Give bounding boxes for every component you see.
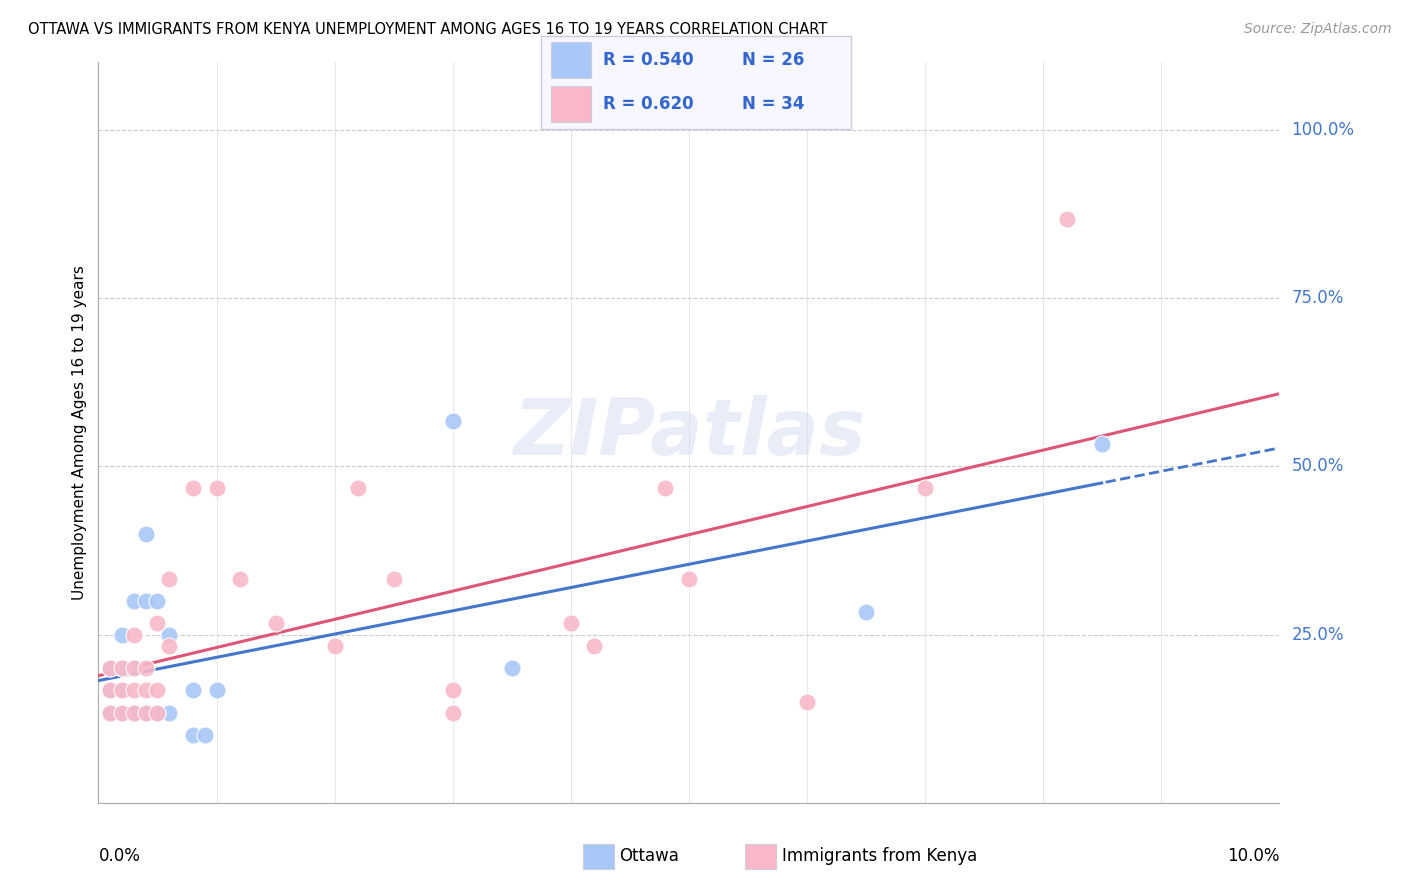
- Bar: [551, 87, 591, 122]
- Point: [122, 706, 145, 721]
- Point: [122, 706, 145, 721]
- Point: [914, 482, 936, 496]
- Point: [157, 627, 180, 641]
- Point: [135, 706, 157, 721]
- Point: [111, 661, 134, 675]
- Point: [560, 616, 582, 631]
- Point: [122, 594, 145, 608]
- Point: [98, 683, 121, 698]
- Point: [111, 706, 134, 721]
- Point: [122, 661, 145, 675]
- Point: [135, 661, 157, 675]
- Point: [146, 616, 169, 631]
- Point: [264, 616, 287, 631]
- Point: [146, 706, 169, 721]
- Point: [146, 706, 169, 721]
- Point: [98, 661, 121, 675]
- Text: 50.0%: 50.0%: [1291, 458, 1344, 475]
- Point: [229, 572, 252, 586]
- Point: [205, 683, 228, 698]
- Point: [122, 706, 145, 721]
- Point: [157, 572, 180, 586]
- Point: [194, 729, 217, 743]
- Point: [98, 706, 121, 721]
- Point: [181, 683, 204, 698]
- Text: R = 0.540: R = 0.540: [603, 51, 693, 69]
- Point: [157, 706, 180, 721]
- Text: 0.0%: 0.0%: [98, 847, 141, 865]
- Point: [135, 683, 157, 698]
- Point: [146, 683, 169, 698]
- Point: [181, 482, 204, 496]
- Text: 25.0%: 25.0%: [1291, 625, 1344, 643]
- Point: [323, 639, 346, 653]
- Text: 10.0%: 10.0%: [1227, 847, 1279, 865]
- Point: [122, 661, 145, 675]
- Text: N = 26: N = 26: [742, 51, 804, 69]
- Point: [441, 414, 464, 428]
- Point: [501, 661, 523, 675]
- Point: [441, 683, 464, 698]
- Point: [146, 594, 169, 608]
- Bar: [551, 42, 591, 78]
- Point: [855, 605, 877, 619]
- Point: [678, 572, 700, 586]
- Text: Immigrants from Kenya: Immigrants from Kenya: [782, 847, 977, 865]
- Point: [98, 706, 121, 721]
- Point: [1091, 437, 1114, 451]
- Text: N = 34: N = 34: [742, 95, 804, 113]
- Point: [98, 661, 121, 675]
- Point: [441, 706, 464, 721]
- Text: 100.0%: 100.0%: [1291, 120, 1354, 139]
- Text: Ottawa: Ottawa: [619, 847, 679, 865]
- Point: [111, 683, 134, 698]
- Point: [205, 482, 228, 496]
- Point: [111, 627, 134, 641]
- Point: [796, 695, 818, 709]
- Point: [157, 639, 180, 653]
- Point: [98, 683, 121, 698]
- Point: [347, 482, 370, 496]
- Point: [181, 729, 204, 743]
- Point: [135, 594, 157, 608]
- Point: [1056, 212, 1078, 227]
- Text: 75.0%: 75.0%: [1291, 289, 1344, 307]
- Y-axis label: Unemployment Among Ages 16 to 19 years: Unemployment Among Ages 16 to 19 years: [72, 265, 87, 600]
- Text: R = 0.620: R = 0.620: [603, 95, 693, 113]
- Point: [122, 627, 145, 641]
- Text: Source: ZipAtlas.com: Source: ZipAtlas.com: [1244, 22, 1392, 37]
- Point: [122, 683, 145, 698]
- Point: [382, 572, 405, 586]
- Point: [135, 706, 157, 721]
- Point: [111, 661, 134, 675]
- Text: OTTAWA VS IMMIGRANTS FROM KENYA UNEMPLOYMENT AMONG AGES 16 TO 19 YEARS CORRELATI: OTTAWA VS IMMIGRANTS FROM KENYA UNEMPLOY…: [28, 22, 827, 37]
- Point: [654, 482, 676, 496]
- Point: [111, 683, 134, 698]
- Point: [583, 639, 606, 653]
- Point: [111, 706, 134, 721]
- Text: ZIPatlas: ZIPatlas: [513, 394, 865, 471]
- Point: [135, 526, 157, 541]
